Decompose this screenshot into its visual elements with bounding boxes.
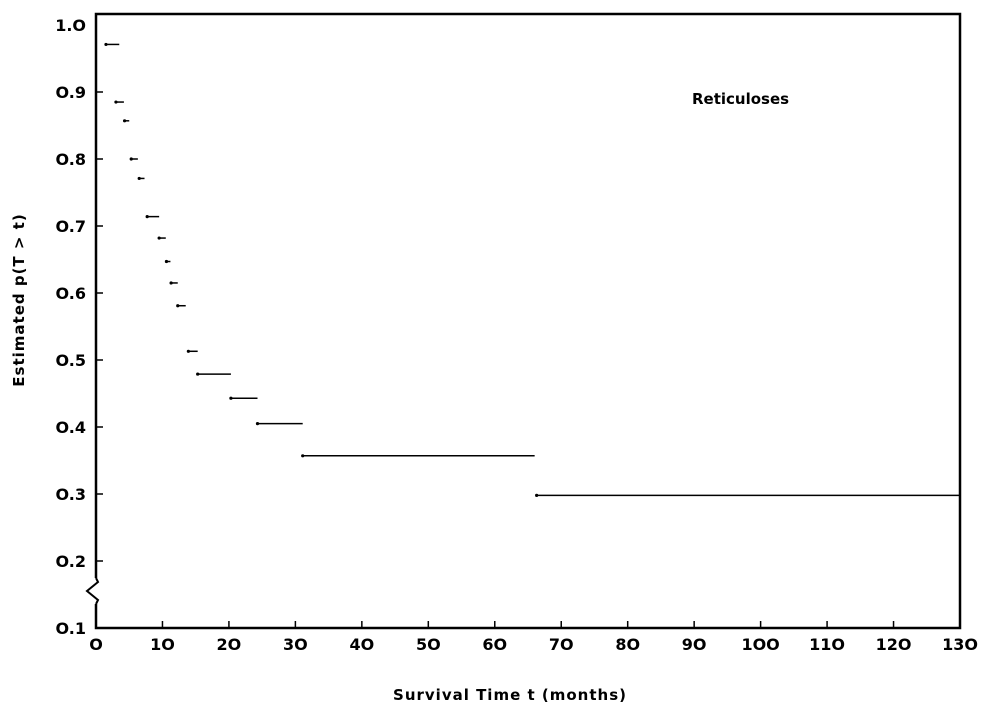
chart-frame <box>94 12 962 630</box>
survival-step-point <box>301 454 305 458</box>
survival-step-point <box>176 304 180 308</box>
axis-break-gap <box>92 578 100 604</box>
y-tick-label: O.5 <box>56 351 86 370</box>
x-tick-label: 1OO <box>741 635 779 654</box>
y-tick-label: O.7 <box>56 217 86 236</box>
x-tick-label: 13O <box>942 635 978 654</box>
survival-step-point <box>137 176 141 181</box>
survival-step-point <box>164 259 169 264</box>
y-tick-label: 1.O <box>55 16 86 35</box>
x-tick-label: 9O <box>682 635 707 654</box>
survival-step-point <box>229 396 233 400</box>
survival-step-point <box>196 372 200 376</box>
survival-step-point <box>114 100 118 104</box>
x-tick-label: 6O <box>482 635 507 654</box>
survival-step-point <box>129 157 133 161</box>
y-tick-label: O.3 <box>56 485 86 504</box>
survival-step-point <box>122 119 127 123</box>
x-tick-label: 2O <box>217 635 242 654</box>
x-tick-label: 4O <box>349 635 374 654</box>
survival-step-point <box>157 236 161 240</box>
x-tick-label: O <box>89 635 103 654</box>
survival-steps <box>104 42 960 497</box>
axis-break-zigzag <box>85 577 100 605</box>
y-axis-ticks: O.1 O.2 O.3 O.4 O.5 O.6 O.7 O.8 O.9 1.O <box>55 16 103 638</box>
y-axis-break <box>85 577 100 605</box>
x-axis-title: Survival Time t (months) <box>393 686 627 704</box>
y-axis-title: Estimated p(T > t) <box>10 213 28 386</box>
y-tick-label: O.6 <box>56 284 86 303</box>
x-tick-label: 12O <box>876 635 912 654</box>
y-tick-label: O.1 <box>56 619 86 638</box>
x-axis-ticks: O 1O 2O 3O 4O 5O 6O 7O 8O 9O 1OO 11O 12O 13O <box>89 621 978 654</box>
survival-step-point <box>186 349 190 353</box>
survival-step-point <box>145 215 149 219</box>
x-tick-label: 5O <box>416 635 441 654</box>
x-tick-label: 8O <box>615 635 640 654</box>
survival-step-point <box>169 281 173 285</box>
survival-step-point <box>535 493 539 497</box>
survival-step-point <box>104 42 108 47</box>
annotation-label: Reticuloses <box>692 90 789 108</box>
x-tick-label: 11O <box>809 635 845 654</box>
y-tick-label: O.9 <box>56 83 86 102</box>
survival-step-point <box>255 422 260 426</box>
y-tick-label: O.2 <box>56 552 86 571</box>
y-tick-label: O.8 <box>56 150 86 169</box>
y-tick-label: O.4 <box>56 418 86 437</box>
x-tick-label: 1O <box>150 635 175 654</box>
x-tick-label: 3O <box>283 635 308 654</box>
x-tick-label: 7O <box>549 635 574 654</box>
